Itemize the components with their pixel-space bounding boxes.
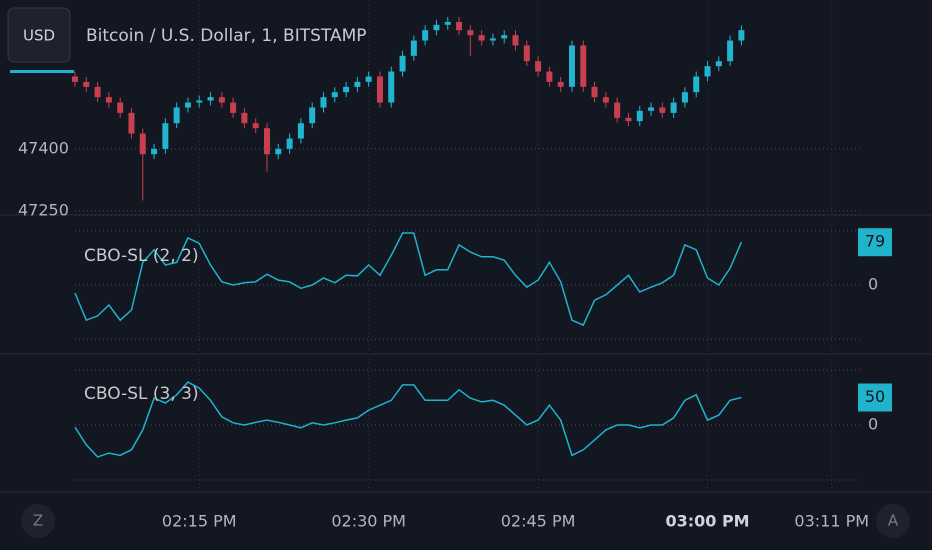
candle-body [715,61,722,67]
indicator-line [74,381,742,458]
selection-underline [10,70,74,73]
candle-body [568,45,575,87]
y-tick-label: 0 [868,275,878,294]
candle-body [72,76,78,82]
candle-body [591,86,598,98]
candle-body [388,71,395,103]
candle-body [184,102,191,108]
currency-button[interactable] [7,7,71,63]
candle-body [422,30,429,41]
candle-body [275,148,282,155]
currency-button-label[interactable]: USD [23,27,55,45]
candle-body [625,117,632,122]
zoom-button-label[interactable]: Z [33,512,43,530]
candle-body [704,66,711,77]
candle-body [117,102,124,113]
candle-body [614,102,621,118]
candle-body [738,30,745,41]
pane-title: Bitcoin / U.S. Dollar, 1, BITSTAMP [86,26,367,46]
candle-body [207,97,214,101]
candle-body [128,112,135,134]
candle-body [286,138,293,149]
candle-body [365,76,372,82]
candle-body [83,81,90,87]
x-tick-label: 02:45 PM [501,512,576,531]
last-value-label: 50 [865,387,885,406]
candle-body [659,107,666,113]
x-tick-label: 03:00 PM [665,512,749,531]
candle-body [173,107,180,124]
candle-body [636,110,643,122]
candle-body [399,55,406,72]
y-tick-label: 0 [868,415,878,434]
candle-body [297,123,304,139]
candle-body [501,35,508,39]
candle-body [151,148,158,155]
candle-body [693,76,700,93]
candle-body [218,97,225,103]
candle-body [580,45,587,87]
candle-body [670,102,677,113]
last-value-label: 79 [865,232,885,251]
candle-body [264,128,271,155]
candle-body [478,35,485,41]
candle-body [648,107,655,111]
candle-body [354,81,361,87]
candle-body [139,133,146,155]
candle-body [602,97,609,103]
candle-body [444,21,451,25]
x-tick-label: 02:15 PM [162,512,237,531]
candle-body [252,123,259,129]
auto-button[interactable] [876,504,910,538]
candle-body [557,81,564,87]
candle-body [433,24,440,31]
candle-body [535,61,542,72]
last-value-box [858,228,892,257]
candle-body [241,112,248,124]
candle-body [230,102,237,113]
pane-title: CBO-SL (3, 3) [84,384,199,404]
candle-body [681,92,688,103]
candle-body [94,86,101,98]
candle-body [456,21,463,31]
candle-body [343,86,350,93]
y-tick-label: 47250 [18,200,69,219]
x-tick-label: 02:30 PM [331,512,406,531]
indicator-line [74,232,743,327]
candle-body [489,38,496,41]
candle-body [467,30,474,36]
candle-body [331,92,338,98]
candle-body [512,35,519,46]
auto-button-label[interactable]: A [888,512,899,530]
y-tick-label: 47400 [18,138,69,157]
candle-body [410,40,417,56]
pane-title: CBO-SL (2, 2) [84,246,199,266]
zoom-button[interactable] [21,504,55,538]
candle-body [196,100,203,103]
candle-body [309,107,316,124]
candle-body [727,40,734,62]
x-tick-label: 03:11 PM [794,512,869,531]
candle-body [320,97,327,108]
candle-body [162,123,169,149]
candle-body [546,71,553,82]
last-value-box [858,383,892,412]
candle-body [105,97,112,103]
candle-body [376,76,383,103]
candle-body [523,45,530,62]
